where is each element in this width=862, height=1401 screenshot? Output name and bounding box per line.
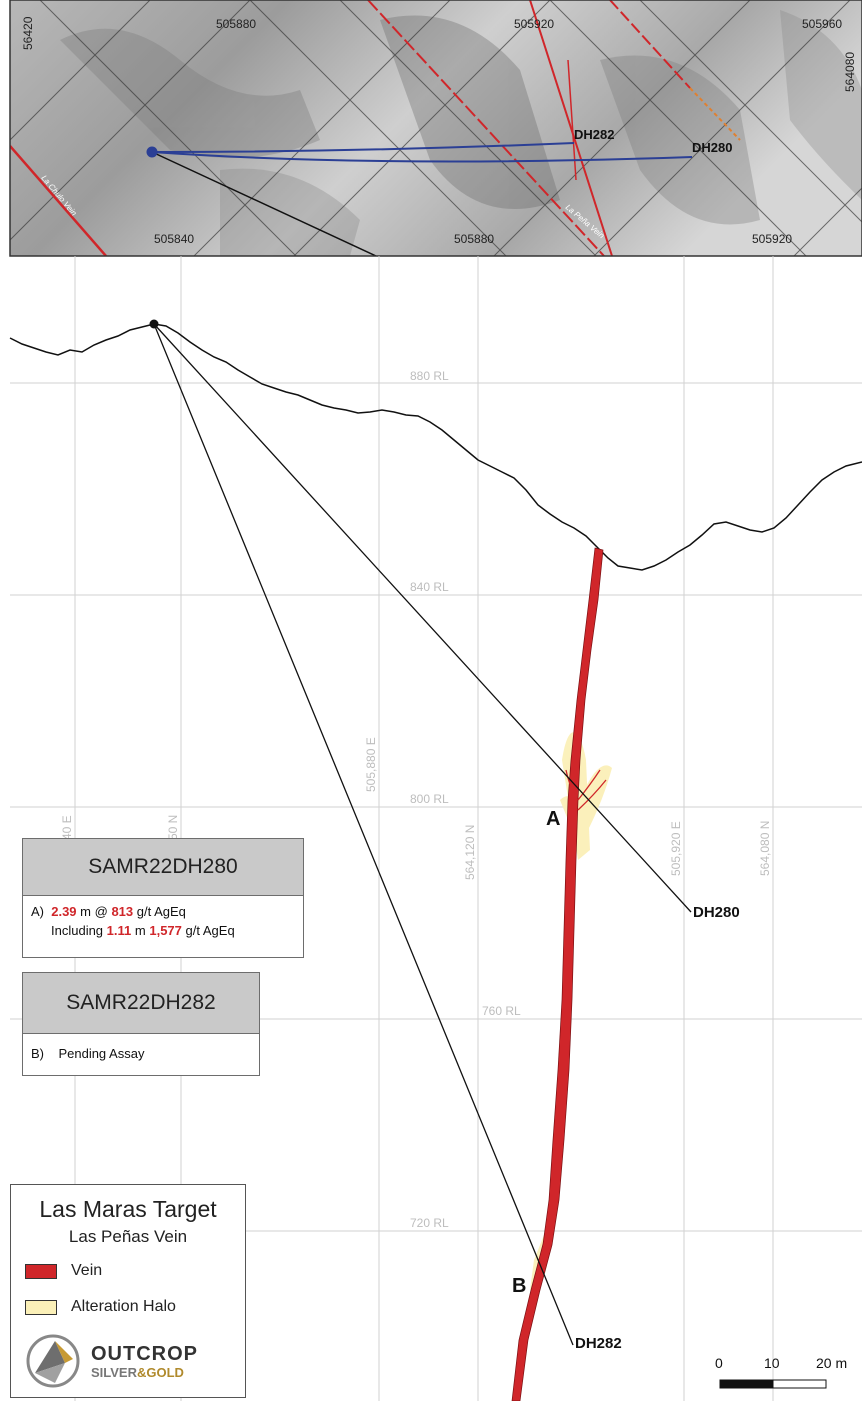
intercept-label-b: B xyxy=(512,1275,526,1297)
section-line xyxy=(151,151,377,256)
vein-splays xyxy=(565,769,607,811)
result-grade-unit: g/t AgEq xyxy=(185,923,235,938)
dh282-section-trace xyxy=(153,323,574,1346)
result-grade: 813 xyxy=(111,904,134,919)
topography-profile xyxy=(9,323,862,571)
scale-tick-0: 0 xyxy=(715,1355,723,1371)
rl-label-800: 800 RL xyxy=(410,792,449,806)
result-width: 2.39 xyxy=(51,904,77,919)
intercept-label-a: A xyxy=(546,808,560,830)
outcrop-logo: OUTCROP SILVER&GOLD xyxy=(25,1333,198,1389)
dh280-plan-trace xyxy=(151,151,693,163)
legend-item-label: Vein xyxy=(71,1262,103,1279)
la-pena-vein-line-1 xyxy=(367,0,605,256)
rl-label-840: 840 RL xyxy=(410,580,449,594)
logo-subtitle: SILVER&GOLD xyxy=(91,1364,184,1380)
result-prefix: A) xyxy=(31,904,44,919)
logo-name: OUTCROP xyxy=(91,1342,198,1365)
grid-label-50n: 50 N xyxy=(166,815,180,840)
section-label-dh280: DH280 xyxy=(693,904,740,921)
rl-label-760: 760 RL xyxy=(482,1004,521,1018)
legend-item-label: Alteration Halo xyxy=(71,1298,176,1315)
hillshade-background xyxy=(10,0,862,256)
result-line-a: A) 2.39 m @ 813 g/t AgEq xyxy=(31,902,295,921)
result-box-title: SAMR22DH280 xyxy=(23,839,303,896)
result-line-including: Including 1.11 m 1,577 g/t AgEq xyxy=(31,921,295,940)
plan-grid-label-bottom-3: 505920 xyxy=(752,232,792,246)
scale-tick-10: 10 xyxy=(764,1355,780,1371)
drill-collar-plan xyxy=(146,146,158,158)
result-prefix: Including xyxy=(51,923,104,938)
result-width: 1.11 xyxy=(106,923,132,938)
parallel-vein-dashed-orange xyxy=(689,87,741,141)
result-box-body: A) 2.39 m @ 813 g/t AgEq Including 1.11 … xyxy=(23,896,303,946)
legend-subtitle: Las Peñas Vein xyxy=(68,1227,188,1246)
grid-label-564120n: 564,120 N xyxy=(463,825,477,880)
section-drill-traces xyxy=(153,323,692,1346)
grid-label-505920e: 505,920 E xyxy=(669,821,683,876)
plan-grid-label-bottom-1: 505840 xyxy=(154,232,194,246)
plan-grid-label-top-3: 505960 xyxy=(802,17,842,31)
result-box-title: SAMR22DH282 xyxy=(23,973,259,1034)
scale-bar: 0 10 20 m xyxy=(715,1355,847,1389)
dh282-plan-trace xyxy=(151,142,575,153)
scale-tick-20: 20 m xyxy=(816,1355,847,1371)
plan-label-dh280: DH280 xyxy=(692,140,732,155)
dh280-section-trace xyxy=(153,323,692,913)
plan-map: 505880 505920 505960 505840 505880 50592… xyxy=(10,0,862,256)
plan-grid-label-right: 564080 xyxy=(843,52,857,92)
result-box-body: B) Pending Assay xyxy=(23,1034,259,1069)
plan-label-dh282: DH282 xyxy=(574,127,614,142)
parallel-vein-dashed xyxy=(609,0,691,89)
la-chulo-vein-line xyxy=(10,145,107,256)
legend-item-vein: Vein xyxy=(25,1253,245,1289)
result-box-dh282: SAMR22DH282 B) Pending Assay xyxy=(22,972,260,1076)
section-label-dh282: DH282 xyxy=(575,1335,622,1352)
result-grade: 1,577 xyxy=(149,923,182,938)
la-pena-vein-line-2 xyxy=(529,0,613,256)
legend-item-alteration-halo: Alteration Halo xyxy=(25,1289,245,1325)
plan-map-frame xyxy=(9,0,862,257)
plan-grid-label-top-1: 505880 xyxy=(216,17,256,31)
drill-collar-section xyxy=(149,319,159,329)
grid-label-564080n: 564,080 N xyxy=(758,821,772,876)
rl-label-880: 880 RL xyxy=(410,369,449,383)
plan-grid-label-top-2: 505920 xyxy=(514,17,554,31)
result-box-dh280: SAMR22DH280 A) 2.39 m @ 813 g/t AgEq Inc… xyxy=(22,838,304,958)
result-grade-unit: g/t AgEq xyxy=(136,904,186,919)
grid-label-40e: 40 E xyxy=(60,815,74,840)
rl-label-720: 720 RL xyxy=(410,1216,449,1230)
vein-swatch xyxy=(25,1263,57,1279)
las-penas-vein xyxy=(511,547,604,1401)
outcrop-logo-icon xyxy=(26,1334,80,1388)
grid-label-505880e: 505,880 E xyxy=(364,737,378,792)
plan-drill-traces xyxy=(151,142,693,163)
result-unit: m @ xyxy=(80,904,108,919)
legend-title: Las Maras Target xyxy=(39,1196,217,1222)
plan-grid-label-left: 56420 xyxy=(21,16,35,50)
halo-swatch xyxy=(25,1299,57,1315)
result-text: Pending Assay xyxy=(58,1046,145,1061)
legend: Las Maras Target Las Peñas Vein Vein Alt… xyxy=(10,1184,246,1398)
hillshade-texture xyxy=(60,10,862,256)
result-unit: m xyxy=(134,923,146,938)
plan-grid-label-bottom-2: 505880 xyxy=(454,232,494,246)
result-prefix: B) xyxy=(31,1046,44,1061)
plan-veins xyxy=(10,0,741,256)
